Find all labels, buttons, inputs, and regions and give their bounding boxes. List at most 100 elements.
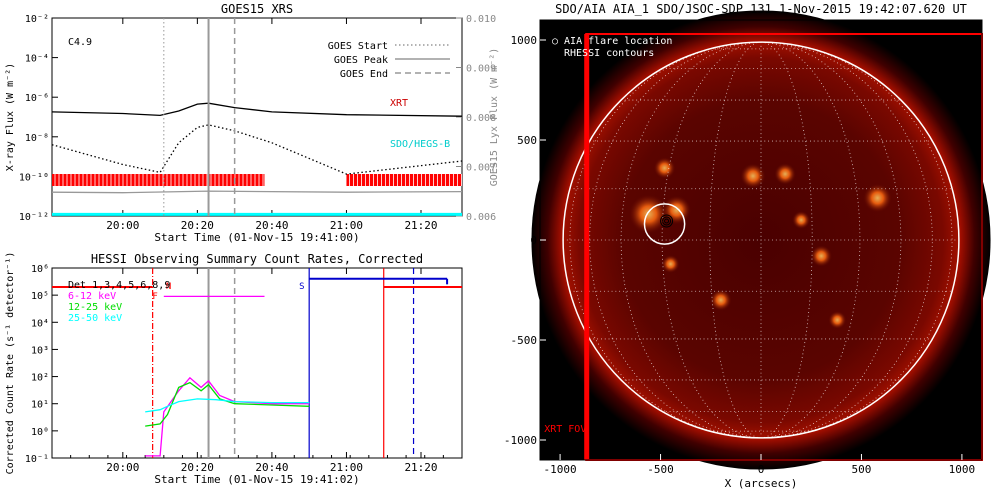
- y2-tick-label: 0.007: [466, 163, 496, 174]
- longitude-line: [760, 41, 813, 439]
- x-tick-label: 21:20: [404, 219, 437, 232]
- y-tick-label: 10¹: [31, 400, 49, 411]
- x-tick-label: 20:00: [106, 461, 139, 474]
- hessi-series-line: [145, 398, 310, 413]
- goes-xrs-plot: 20:00 20:20 20:40 21:00 21:20 10⁻¹² 10⁻¹⁰ 10⁻⁸ 1…: [5, 2, 500, 244]
- legend-entry: GOES Peak: [334, 55, 388, 66]
- chart-title: SDO/AIA AIA_1 SDO/JSOC-SDP 131 1-Nov-201…: [555, 2, 967, 16]
- x-tick-label: -500: [647, 463, 674, 476]
- solar-limb: [562, 41, 960, 439]
- y2-tick-label: 0.009: [466, 64, 496, 75]
- x-tick-label: 1000: [949, 463, 976, 476]
- y-tick-label: 10⁻¹: [25, 454, 49, 465]
- longitude-line: [760, 41, 902, 439]
- xrt-fov-label: XRT FOV: [544, 424, 586, 435]
- y-tick-label: 10⁰: [31, 427, 49, 438]
- x-tick-label: 21:00: [330, 461, 363, 474]
- active-region: [709, 289, 732, 311]
- goes-series-line: [51, 124, 463, 175]
- y-tick-label: -1000: [504, 434, 537, 447]
- x-tick-label: 21:20: [404, 461, 437, 474]
- x-axis-label: Start Time (01-Nov-15 19:41:02): [154, 473, 359, 486]
- y-tick-label: 10⁴: [31, 318, 49, 329]
- active-region: [661, 254, 680, 274]
- longitude-line: [589, 41, 762, 439]
- active-region: [662, 195, 692, 225]
- legend-entry: GOES End: [340, 69, 388, 80]
- chart-title: HESSI Observing Summary Count Rates, Cor…: [91, 252, 423, 266]
- y-tick-label: 10²: [31, 373, 49, 384]
- aia-solar-image: XRT FOV -1000 -500 0 500 1000 -1000 -500 0 500 100…: [504, 2, 991, 490]
- x-tick-label: 20:40: [255, 219, 288, 232]
- active-region: [828, 310, 847, 330]
- y-tick-label: 10⁻⁸: [25, 133, 49, 144]
- flag-label: F: [152, 292, 157, 302]
- legend-entry: 12-25 keV: [68, 302, 122, 313]
- y-tick-label: 0: [530, 234, 537, 247]
- y-axis-label: Corrected Count Rate (s⁻¹ detector⁻¹): [5, 252, 16, 475]
- y-tick-label: 10⁵: [31, 291, 49, 302]
- xrt-annotation: XRT: [390, 98, 408, 109]
- flare-class-label: C4.9: [68, 37, 92, 48]
- y-tick-label: 10⁻⁴: [25, 54, 49, 65]
- active-region: [653, 157, 676, 179]
- y2-axis-label: GOES15 Lyx Flux (W m⁻²): [489, 48, 500, 186]
- xrt-fov-edge: [584, 34, 590, 460]
- rhessi-contour: [662, 216, 672, 226]
- active-region: [810, 245, 833, 267]
- x-tick-label: 20:20: [181, 461, 214, 474]
- flag-label: N: [166, 282, 171, 292]
- goes-series-line: [51, 190, 463, 194]
- goes-series-line: [51, 102, 463, 117]
- legend-entry: RHESSI contours: [564, 48, 654, 59]
- y2-tick-label: 0.010: [466, 14, 496, 25]
- x-tick-label: -1000: [544, 463, 577, 476]
- flare-location-circle: [643, 203, 686, 245]
- y2-tick-label: 0.008: [466, 113, 496, 124]
- y-tick-label: 10⁻⁶: [25, 93, 49, 104]
- hessi-series-line: [145, 381, 310, 427]
- active-region: [628, 194, 669, 234]
- x-axis-label: Start Time (01-Nov-15 19:41:00): [154, 231, 359, 244]
- legend-entry: 6-12 keV: [68, 291, 116, 302]
- y-tick-label: 10⁶: [31, 264, 49, 275]
- y2-tick-label: 0.006: [466, 212, 496, 223]
- y-tick-label: 10⁻¹⁰: [19, 172, 49, 183]
- active-region: [774, 163, 796, 185]
- coverage-bar: [346, 174, 462, 186]
- active-region: [792, 210, 811, 230]
- longitude-line: [709, 41, 762, 439]
- active-region: [863, 183, 892, 213]
- hessi-series-line: [145, 376, 310, 457]
- rhessi-contour: [664, 218, 670, 224]
- chart-title: GOES15 XRS: [221, 2, 293, 16]
- eve-annotation: SDO/HEGS-B: [390, 139, 450, 150]
- legend-entry: Det 1,3,4,5,6,8,9: [68, 280, 170, 291]
- x-axis-label: X (arcsecs): [725, 477, 798, 490]
- flag-label: S: [299, 282, 304, 292]
- longitude-line: [661, 41, 762, 439]
- longitude-line: [760, 41, 933, 439]
- y-tick-label: 10⁻²: [25, 14, 49, 25]
- y-tick-label: 1000: [511, 34, 538, 47]
- rhessi-contour: [660, 214, 674, 228]
- y-tick-label: -500: [511, 334, 538, 347]
- legend-entry: GOES Start: [328, 41, 388, 52]
- y-tick-label: 10³: [31, 345, 49, 356]
- longitude-line: [620, 41, 762, 439]
- x-tick-label: 20:40: [255, 461, 288, 474]
- legend-entry: ○ AIA flare location: [552, 36, 672, 47]
- hessi-count-rates-plot: 20:00 20:20 20:40 21:00 21:20 10⁻¹ 10⁰ 10¹ 10² 10…: [5, 252, 463, 486]
- y-tick-label: 500: [517, 134, 537, 147]
- legend-entry: 25-50 keV: [68, 313, 122, 324]
- x-tick-label: 21:00: [330, 219, 363, 232]
- coverage-bar: [52, 174, 265, 186]
- active-region: [740, 163, 766, 189]
- y-tick-label: 10⁻¹²: [19, 212, 49, 223]
- y-axis-label: X-ray Flux (W m⁻²): [5, 63, 16, 171]
- x-tick-label: 20:00: [106, 219, 139, 232]
- x-tick-label: 0: [758, 463, 765, 476]
- plot-frame: [51, 17, 463, 217]
- longitude-line: [760, 41, 861, 439]
